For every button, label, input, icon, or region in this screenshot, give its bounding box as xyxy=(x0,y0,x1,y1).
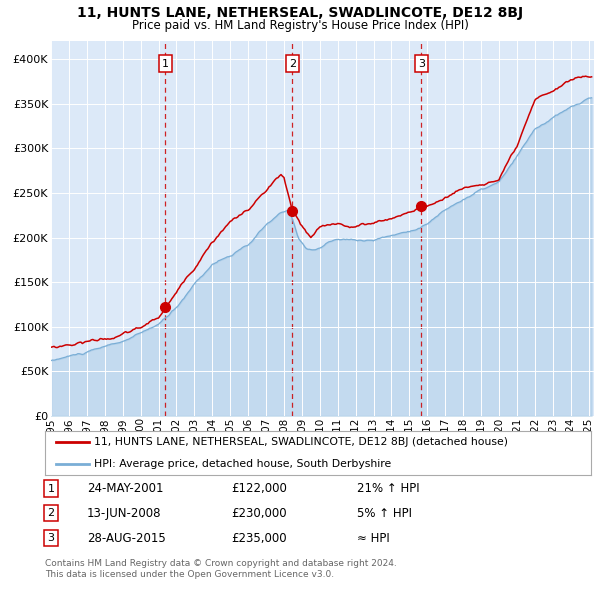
Text: This data is licensed under the Open Government Licence v3.0.: This data is licensed under the Open Gov… xyxy=(45,571,334,579)
Text: HPI: Average price, detached house, South Derbyshire: HPI: Average price, detached house, Sout… xyxy=(94,459,391,469)
Text: 2: 2 xyxy=(289,58,296,68)
Text: 1: 1 xyxy=(161,58,169,68)
Text: 11, HUNTS LANE, NETHERSEAL, SWADLINCOTE, DE12 8BJ: 11, HUNTS LANE, NETHERSEAL, SWADLINCOTE,… xyxy=(77,6,523,20)
Text: 1: 1 xyxy=(47,484,55,493)
Text: 13-JUN-2008: 13-JUN-2008 xyxy=(87,507,161,520)
Text: 2: 2 xyxy=(47,509,55,518)
Text: 3: 3 xyxy=(418,58,425,68)
Text: ≈ HPI: ≈ HPI xyxy=(357,532,390,545)
Text: 5% ↑ HPI: 5% ↑ HPI xyxy=(357,507,412,520)
Text: £122,000: £122,000 xyxy=(231,482,287,495)
Text: 11, HUNTS LANE, NETHERSEAL, SWADLINCOTE, DE12 8BJ (detached house): 11, HUNTS LANE, NETHERSEAL, SWADLINCOTE,… xyxy=(94,437,508,447)
Text: 28-AUG-2015: 28-AUG-2015 xyxy=(87,532,166,545)
Text: £235,000: £235,000 xyxy=(231,532,287,545)
Text: Price paid vs. HM Land Registry's House Price Index (HPI): Price paid vs. HM Land Registry's House … xyxy=(131,19,469,32)
Text: Contains HM Land Registry data © Crown copyright and database right 2024.: Contains HM Land Registry data © Crown c… xyxy=(45,559,397,568)
Text: 21% ↑ HPI: 21% ↑ HPI xyxy=(357,482,419,495)
Text: £230,000: £230,000 xyxy=(231,507,287,520)
Text: 24-MAY-2001: 24-MAY-2001 xyxy=(87,482,163,495)
Text: 3: 3 xyxy=(47,533,55,543)
